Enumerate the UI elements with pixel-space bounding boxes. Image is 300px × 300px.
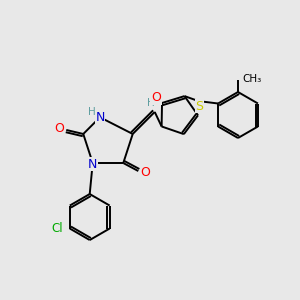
Text: N: N	[88, 158, 98, 170]
Text: O: O	[54, 122, 64, 136]
Text: CH₃: CH₃	[242, 74, 261, 84]
Text: Cl: Cl	[51, 222, 63, 235]
Text: H: H	[147, 98, 154, 108]
Text: H: H	[88, 107, 96, 117]
Text: O: O	[151, 92, 161, 104]
Text: S: S	[196, 100, 203, 112]
Text: O: O	[140, 166, 150, 178]
Text: N: N	[95, 111, 105, 124]
